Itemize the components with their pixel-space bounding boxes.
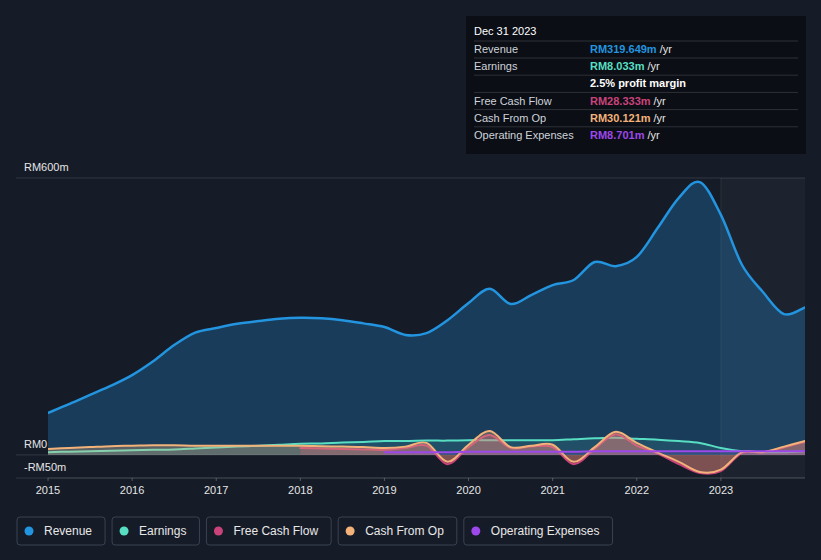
legend-item: Earnings <box>112 517 199 545</box>
chart: -RM50m RM0 RM600m 2015 2016 2017 2018 2019 2020 2… <box>0 0 821 560</box>
background <box>0 0 821 560</box>
legend-label: Earnings <box>139 524 186 538</box>
legend-label: Revenue <box>44 524 92 538</box>
legend-swatch <box>25 527 34 536</box>
tooltip-box <box>466 16 806 154</box>
tooltip-separator <box>474 75 798 76</box>
tooltip-label: Operating Expenses <box>474 129 574 141</box>
tooltip-value-text: RM28.333m <box>590 95 651 107</box>
series-area <box>48 182 805 455</box>
tooltip-separator <box>474 58 798 59</box>
tooltip-value-text: RM319.649m <box>590 43 657 55</box>
x-tick-label: 2015 <box>36 484 60 496</box>
tooltip-value: RM8.033m/yr <box>590 60 660 72</box>
legend-box <box>17 517 105 545</box>
x-axis-line <box>48 478 805 479</box>
x-tick-label: 2018 <box>288 484 312 496</box>
legend-label: Free Cash Flow <box>233 524 318 538</box>
x-tick-label: 2017 <box>204 484 228 496</box>
grid-line <box>16 478 805 479</box>
tooltip-unit: /yr <box>660 43 673 55</box>
x-tick-label: 2019 <box>372 484 396 496</box>
x-tick <box>552 478 553 481</box>
legend-box <box>338 517 457 545</box>
tooltip-value: 2.5% profit margin <box>590 77 686 89</box>
tooltip-unit: /yr <box>647 129 660 141</box>
x-tick-label: 2016 <box>120 484 144 496</box>
tooltip: Dec 31 2023 Revenue RM319.649m/yr Earnings R… <box>466 16 806 154</box>
x-tick <box>720 478 721 481</box>
x-tick-label: 2023 <box>709 484 733 496</box>
tooltip-label: Revenue <box>474 43 518 55</box>
legend-item: Operating Expenses <box>464 517 613 545</box>
legend-swatch <box>471 527 480 536</box>
x-tick <box>468 478 469 481</box>
legend-label: Cash From Op <box>365 524 444 538</box>
tooltip-separator <box>474 92 798 93</box>
tooltip-value-text: 2.5% profit margin <box>590 77 686 89</box>
tooltip-label: Free Cash Flow <box>474 95 552 107</box>
x-tick <box>636 478 637 481</box>
plot-area <box>48 182 805 474</box>
x-tick <box>48 478 49 481</box>
series-line <box>48 431 805 473</box>
tooltip-value: RM30.121m/yr <box>590 112 666 124</box>
series-line <box>48 182 805 413</box>
tooltip-value: RM28.333m/yr <box>590 95 666 107</box>
legend-box <box>464 517 613 545</box>
series-area <box>48 431 805 473</box>
legend-box <box>206 517 331 545</box>
x-tick <box>300 478 301 481</box>
tooltip-value-text: RM8.701m <box>590 129 645 141</box>
grid-line <box>16 178 805 179</box>
legend-item: Free Cash Flow <box>206 517 331 545</box>
series-area <box>384 451 805 455</box>
x-tick-label: 2021 <box>540 484 564 496</box>
legend: Revenue Earnings Free Cash Flow Cash From O… <box>17 517 613 545</box>
legend-item: Cash From Op <box>338 517 457 545</box>
legend-label: Operating Expenses <box>491 524 600 538</box>
tooltip-label: Earnings <box>474 60 518 72</box>
tooltip-separator <box>474 109 798 110</box>
legend-box <box>112 517 199 545</box>
tooltip-value: RM8.701m/yr <box>590 129 660 141</box>
tooltip-separator <box>474 41 798 42</box>
tooltip-value: RM319.649m/yr <box>590 43 672 55</box>
tooltip-separator <box>474 126 798 127</box>
legend-item: Revenue <box>17 517 105 545</box>
x-tick <box>132 478 133 481</box>
tooltip-value-text: RM8.033m <box>590 60 645 72</box>
legend-swatch <box>346 527 355 536</box>
tooltip-title: Dec 31 2023 <box>474 25 536 37</box>
legend-swatch <box>120 527 129 536</box>
tooltip-unit: /yr <box>647 60 660 72</box>
series-line <box>384 451 805 452</box>
y-tick-label: RM600m <box>24 161 69 173</box>
tooltip-unit: /yr <box>654 112 667 124</box>
x-tick-label: 2020 <box>456 484 480 496</box>
x-tick <box>216 478 217 481</box>
tooltip-label: Cash From Op <box>474 112 546 124</box>
tooltip-unit: /yr <box>654 95 667 107</box>
tooltip-value-text: RM30.121m <box>590 112 651 124</box>
x-tick <box>384 478 385 481</box>
x-tick-label: 2022 <box>625 484 649 496</box>
legend-swatch <box>214 527 223 536</box>
y-tick-label: RM0 <box>24 438 47 450</box>
y-tick-label: -RM50m <box>24 461 66 473</box>
